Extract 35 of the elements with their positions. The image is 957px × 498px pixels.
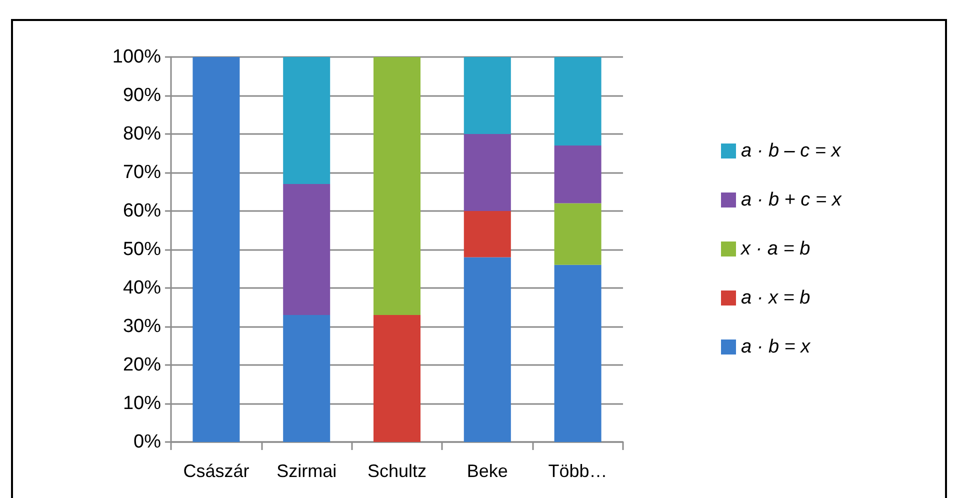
y-tick-label: 50% <box>122 239 162 260</box>
y-tick-label: 90% <box>122 85 162 106</box>
x-tick-label: Beke <box>466 461 508 481</box>
y-tick-label: 30% <box>122 316 162 337</box>
y-tick-label: 40% <box>122 278 162 298</box>
x-tick-label: Császár <box>183 461 250 481</box>
legend-label: a · b – c = x <box>741 140 842 162</box>
y-tick-label: 60% <box>122 200 162 222</box>
bar <box>373 57 421 315</box>
bar <box>464 134 511 211</box>
bar <box>464 57 511 134</box>
bar <box>554 203 602 265</box>
x-tick-label: Szirmai <box>276 461 337 481</box>
bar <box>554 57 602 146</box>
bar <box>283 57 330 184</box>
bar <box>192 57 240 442</box>
y-tick-label: 100% <box>112 46 162 68</box>
bar <box>554 264 602 442</box>
bar <box>464 257 511 442</box>
bar <box>283 184 330 315</box>
bar <box>283 314 330 442</box>
y-tick-label: 10% <box>122 393 162 414</box>
bar <box>554 146 602 204</box>
y-tick-label: 20% <box>122 354 162 376</box>
legend-label: a · b + c = x <box>741 190 843 210</box>
legend-label: x · a = b <box>740 238 810 260</box>
x-tick-label: Schultz <box>367 461 427 481</box>
bar <box>373 314 421 442</box>
legend-label: a · x = b <box>741 288 810 308</box>
y-tick-label: 0% <box>134 432 162 452</box>
legend-label: a · b = x <box>741 336 812 358</box>
bar <box>464 211 511 258</box>
x-tick-label: Több… <box>548 461 608 481</box>
y-tick-label: 70% <box>122 162 162 183</box>
y-tick-label: 80% <box>122 124 162 144</box>
